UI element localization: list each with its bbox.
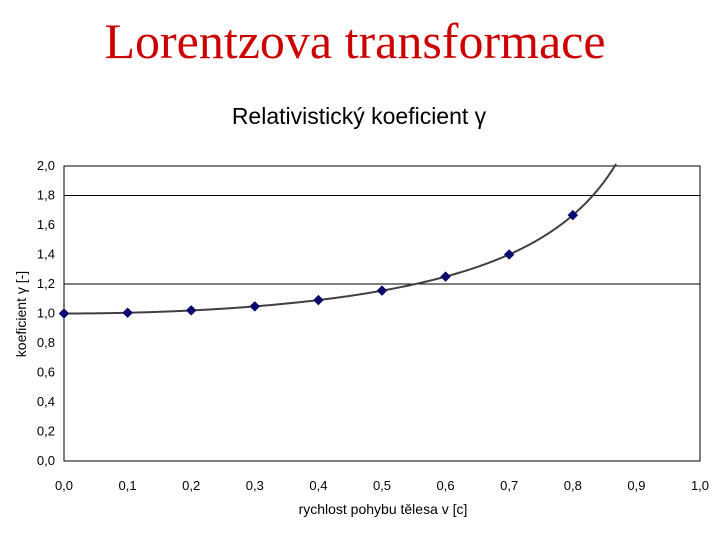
x-axis: 0,0 0,1 0,2 0,3 0,4 0,5 0,6 0,7 0,8 0,9 1,0 [55, 478, 709, 493]
y-tick-label: 0,0 [37, 453, 55, 468]
x-axis-title: rychlost pohybu tělesa v [c] [299, 501, 468, 517]
plot-area [63, 165, 701, 462]
x-tick-label: 0,6 [437, 478, 455, 493]
slide-title: Lorentzova transformace [104, 13, 606, 69]
y-tick-label: 2,0 [37, 158, 55, 173]
data-point [503, 249, 515, 260]
y-tick-label: 1,6 [37, 217, 55, 232]
x-tick-label: 0,3 [246, 478, 264, 493]
y-tick-label: 0,4 [37, 394, 55, 409]
chart-title: Relativistický koeficient γ [232, 103, 487, 129]
gridlines [64, 195, 700, 285]
x-tick-label: 0,7 [500, 478, 518, 493]
y-tick-label: 0,8 [37, 335, 55, 350]
data-point [122, 307, 133, 319]
y-tick-label: 1,4 [37, 247, 55, 262]
data-point [440, 271, 451, 282]
x-tick-label: 1,0 [691, 478, 709, 493]
y-tick-label: 1,0 [37, 306, 55, 321]
x-tick-label: 0,1 [119, 478, 137, 493]
data-markers [58, 209, 579, 319]
y-tick-label: 1,2 [37, 276, 55, 291]
data-point [376, 285, 388, 296]
data-point [185, 305, 197, 316]
data-point [249, 301, 261, 312]
x-tick-label: 0,4 [309, 478, 327, 493]
y-axis: 0,0 0,2 0,4 0,6 0,8 1,0 1,2 1,4 1,6 1,8 2,0 [37, 158, 55, 468]
data-point [58, 308, 70, 319]
data-point [313, 294, 324, 306]
x-tick-label: 0,8 [564, 478, 582, 493]
x-tick-label: 0,2 [182, 478, 200, 493]
gamma-curve [64, 163, 617, 315]
x-tick-label: 0,9 [627, 478, 645, 493]
y-tick-label: 0,2 [37, 424, 55, 439]
data-point [567, 209, 579, 221]
chart-frame [63, 165, 701, 462]
y-tick-label: 1,8 [37, 188, 55, 203]
x-tick-label: 0,5 [373, 478, 391, 493]
y-tick-label: 0,6 [37, 365, 55, 380]
x-tick-label: 0,0 [55, 478, 73, 493]
y-axis-title: koeficient γ [-] [13, 271, 29, 357]
gamma-line [64, 163, 617, 315]
